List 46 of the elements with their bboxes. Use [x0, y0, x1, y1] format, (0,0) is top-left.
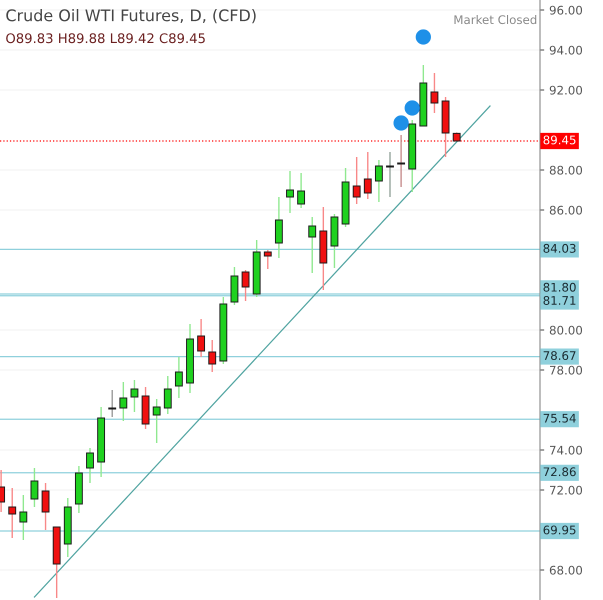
candlestick [374, 159, 383, 203]
ref-line-label: 75.54 [544, 414, 576, 423]
candlestick [130, 379, 138, 413]
candlestick [19, 494, 28, 541]
candlestick [119, 381, 128, 422]
y-tick-label: 94.00 [550, 46, 582, 55]
annotation: O89.83 H89.88 L89.42 C89.45 [6, 33, 205, 44]
candlestick [364, 151, 372, 200]
ref-line-label: 89.45 [544, 135, 576, 144]
y-tick-label: 74.00 [550, 446, 582, 455]
candlestick [297, 172, 306, 209]
candlestick [197, 318, 206, 358]
candlestick [208, 339, 216, 373]
candlestick [152, 398, 161, 444]
y-tick-label: 72.00 [550, 486, 582, 495]
ref-line-label: 69.95 [544, 525, 576, 534]
y-tick-label: 80.00 [550, 326, 582, 335]
y-tick-label: 86.00 [550, 206, 582, 215]
y-tick-label: 92.00 [550, 86, 582, 95]
candlestick [286, 170, 294, 214]
y-tick-label: 88.00 [550, 166, 582, 175]
candlestick [30, 467, 38, 508]
y-tick-label: 96.00 [550, 6, 582, 15]
ref-line-label: 72.86 [544, 467, 576, 476]
ref-line-label: 84.03 [544, 244, 576, 253]
candlestick [430, 72, 438, 114]
candlestick [352, 156, 361, 205]
candlestick [86, 447, 94, 484]
annotation: Market Closed [454, 15, 536, 24]
candlestick [42, 482, 50, 531]
candlestick [164, 375, 172, 415]
candlestick [308, 216, 316, 274]
ref-line-label: 81.80 [544, 282, 576, 292]
candlestick [242, 269, 250, 302]
candlestick [386, 151, 394, 198]
candlestick [174, 356, 183, 399]
y-tick-label: 68.00 [550, 566, 582, 575]
ref-line-label: 78.67 [544, 351, 576, 360]
candlestick [8, 487, 16, 539]
candlestick [264, 249, 272, 270]
candlestick [397, 134, 406, 188]
ref-line-label: 81.71 [544, 296, 576, 305]
text: Crude Oil WTI Futures, D, (CFD) [6, 9, 256, 24]
candlestick [274, 196, 283, 259]
candlestick [108, 389, 116, 418]
y-tick-label: 78.00 [550, 366, 582, 375]
